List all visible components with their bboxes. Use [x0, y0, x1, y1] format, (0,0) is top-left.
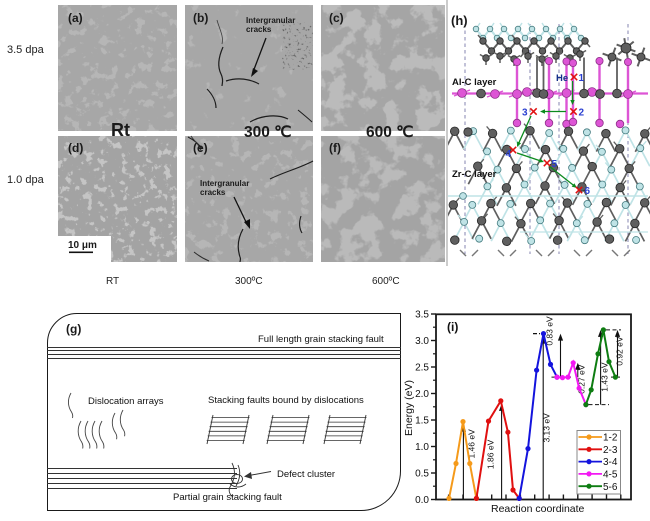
svg-text:6: 6 [585, 186, 591, 197]
svg-text:3: 3 [522, 108, 528, 119]
svg-text:2.5: 2.5 [415, 363, 429, 374]
svg-text:0.5: 0.5 [415, 469, 429, 480]
svg-text:0.83 eV: 0.83 eV [545, 316, 555, 346]
svg-text:4-5: 4-5 [603, 470, 618, 481]
svg-text:3.0: 3.0 [415, 336, 429, 347]
svg-text:1.43 eV: 1.43 eV [600, 362, 610, 392]
svg-text:0.27 eV: 0.27 eV [577, 364, 587, 394]
svg-text:Energy (eV): Energy (eV) [403, 380, 415, 436]
svg-text:2-3: 2-3 [603, 445, 618, 456]
svg-text:1: 1 [579, 73, 585, 84]
svg-text:2: 2 [579, 108, 585, 119]
svg-text:3.13 eV: 3.13 eV [542, 413, 552, 443]
svg-text:1.5: 1.5 [415, 416, 429, 427]
svg-text:5: 5 [552, 159, 558, 170]
svg-text:5-6: 5-6 [603, 482, 618, 493]
svg-text:3.5: 3.5 [415, 310, 429, 321]
svg-text:1.0: 1.0 [415, 442, 429, 453]
svg-text:0.0: 0.0 [415, 495, 429, 506]
svg-text:1-2: 1-2 [603, 433, 618, 444]
svg-text:(i): (i) [447, 320, 458, 334]
svg-text:Reaction coordinate: Reaction coordinate [491, 503, 585, 515]
svg-text:He: He [556, 73, 568, 84]
svg-text:1.46 eV: 1.46 eV [467, 429, 477, 459]
svg-text:3-4: 3-4 [603, 457, 618, 468]
svg-text:1.86 eV: 1.86 eV [485, 439, 495, 469]
svg-text:4: 4 [506, 149, 512, 160]
svg-text:2.0: 2.0 [415, 389, 429, 400]
svg-text:0.92 eV: 0.92 eV [615, 336, 625, 366]
